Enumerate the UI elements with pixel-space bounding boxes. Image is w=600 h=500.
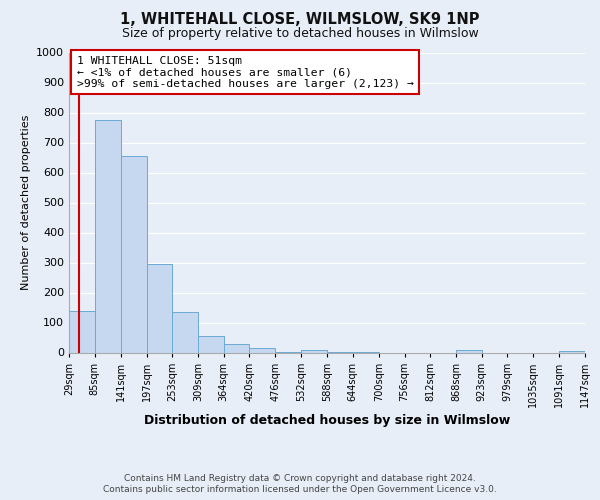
Bar — [172, 312, 198, 352]
Text: Contains HM Land Registry data © Crown copyright and database right 2024.
Contai: Contains HM Land Registry data © Crown c… — [103, 474, 497, 494]
Text: 1, WHITEHALL CLOSE, WILMSLOW, SK9 1NP: 1, WHITEHALL CLOSE, WILMSLOW, SK9 1NP — [120, 12, 480, 28]
Bar — [250, 348, 275, 352]
X-axis label: Distribution of detached houses by size in Wilmslow: Distribution of detached houses by size … — [144, 414, 510, 427]
Bar — [198, 336, 224, 352]
Bar — [146, 264, 172, 352]
Bar — [456, 350, 482, 352]
Bar — [69, 310, 95, 352]
Bar — [95, 120, 121, 352]
Bar — [121, 156, 146, 352]
Text: Size of property relative to detached houses in Wilmslow: Size of property relative to detached ho… — [122, 28, 478, 40]
Y-axis label: Number of detached properties: Number of detached properties — [20, 115, 31, 290]
Bar — [224, 344, 250, 352]
Text: 1 WHITEHALL CLOSE: 51sqm
← <1% of detached houses are smaller (6)
>99% of semi-d: 1 WHITEHALL CLOSE: 51sqm ← <1% of detach… — [77, 56, 413, 88]
Bar — [301, 350, 327, 352]
